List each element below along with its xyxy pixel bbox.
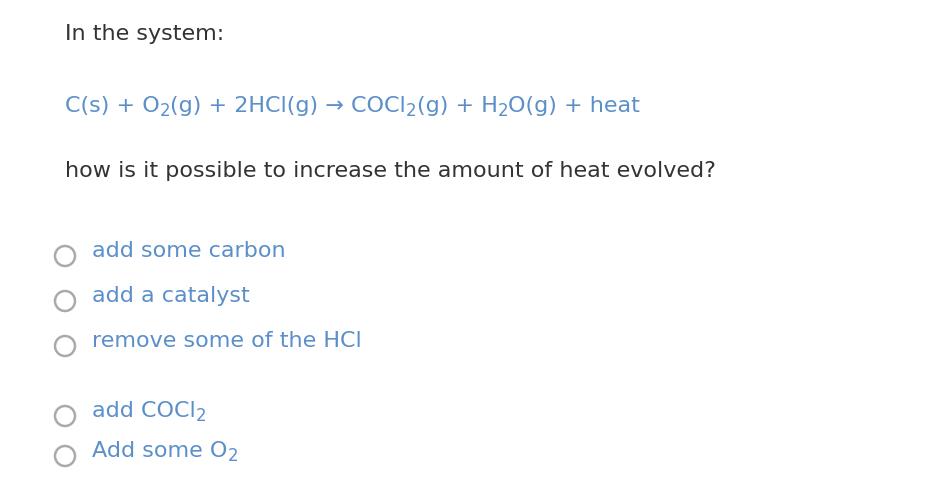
Text: 2: 2 (196, 406, 206, 424)
Text: In the system:: In the system: (65, 24, 224, 44)
Text: Add some O: Add some O (92, 440, 228, 460)
Text: add some carbon: add some carbon (92, 240, 286, 261)
Text: 2: 2 (160, 102, 170, 120)
Text: 2: 2 (228, 446, 238, 464)
Text: 2: 2 (498, 102, 508, 120)
Text: (g) + H: (g) + H (417, 96, 498, 116)
Text: remove some of the HCl: remove some of the HCl (92, 330, 362, 350)
Text: 2: 2 (406, 102, 417, 120)
Text: (g) + 2HCl(g) → COCl: (g) + 2HCl(g) → COCl (170, 96, 406, 116)
Text: O(g) + heat: O(g) + heat (508, 96, 640, 116)
Text: add a catalyst: add a catalyst (92, 286, 250, 306)
Text: C(s) + O: C(s) + O (65, 96, 160, 116)
Text: how is it possible to increase the amount of heat evolved?: how is it possible to increase the amoun… (65, 161, 716, 181)
Text: add COCl: add COCl (92, 400, 196, 420)
